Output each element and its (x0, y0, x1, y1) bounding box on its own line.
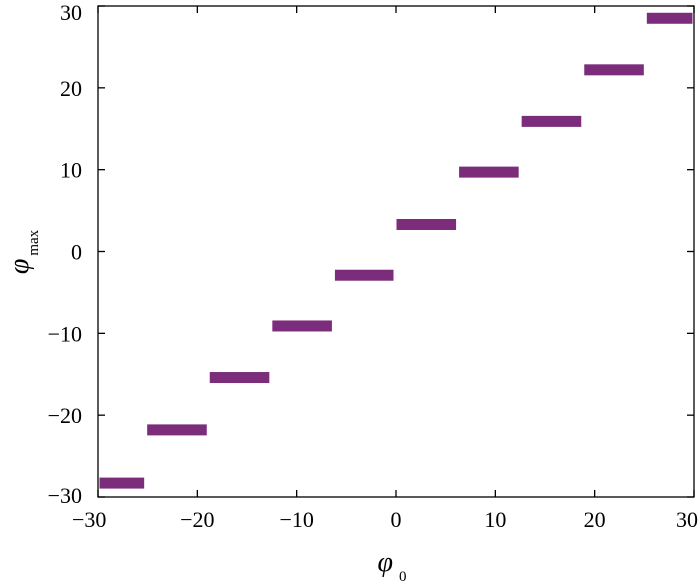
plateau-2 (147, 424, 207, 436)
plateau-3 (209, 372, 270, 384)
y-tick-label: 30 (60, 0, 82, 25)
y-axis-symbol: φ (4, 259, 35, 275)
plateau-9 (584, 64, 644, 76)
x-axis-subscript: 0 (399, 569, 407, 585)
plateau-1 (99, 477, 145, 489)
y-axis-label: φ max (4, 229, 42, 274)
plateau-5 (334, 269, 394, 281)
x-tick-label: 0 (391, 507, 402, 532)
x-axis: −30 −20 −10 0 10 20 30 (72, 6, 698, 532)
y-tick-label: −30 (48, 483, 82, 508)
x-tick-label: −30 (72, 507, 106, 532)
y-axis-subscript: max (26, 229, 42, 255)
x-tick-label: 30 (676, 507, 698, 532)
data-series (99, 12, 693, 489)
plot-frame (97, 5, 695, 498)
y-tick-label: −10 (48, 321, 82, 346)
plateau-7 (459, 166, 519, 178)
x-tick-label: −20 (180, 507, 214, 532)
x-tick-label: 20 (584, 507, 606, 532)
y-tick-label: 20 (60, 76, 82, 101)
x-tick-label: −10 (279, 507, 313, 532)
x-axis-symbol: φ (378, 547, 394, 578)
y-axis: −30 −20 −10 0 10 20 30 (48, 0, 694, 508)
x-tick-label: 10 (484, 507, 506, 532)
plateau-10 (646, 12, 693, 24)
svg-text:φmax: φ max (4, 229, 42, 274)
plateau-6 (396, 218, 457, 230)
plateau-4 (272, 320, 332, 332)
y-tick-label: −20 (48, 403, 82, 428)
y-tick-label: 0 (71, 240, 82, 265)
plateau-8 (521, 115, 582, 127)
y-tick-label: 10 (60, 158, 82, 183)
